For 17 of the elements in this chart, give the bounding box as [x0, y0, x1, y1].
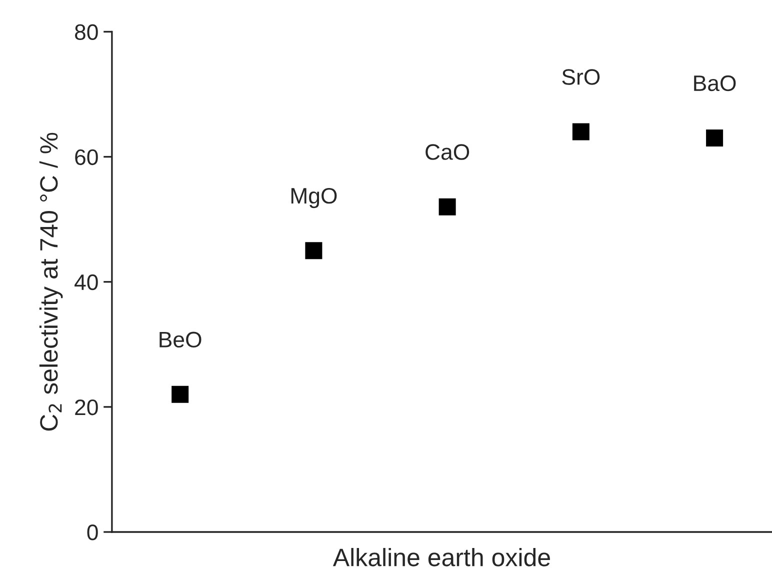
- y-tick-label: 80: [74, 24, 98, 40]
- point: [172, 386, 189, 403]
- x-axis-title: Alkaline earth oxide: [332, 548, 550, 566]
- x-tick-label: BaO: [694, 75, 736, 92]
- y-tick-label: 0: [87, 524, 98, 540]
- x-tick-label: BeO: [160, 332, 202, 348]
- point: [572, 123, 590, 140]
- point: [305, 242, 322, 260]
- x-tick-label: CaO: [426, 144, 470, 160]
- point: [706, 130, 724, 147]
- x-tick-label: MgO: [291, 188, 337, 208]
- y-axis-title: C$_{2}$ selectivity at 740 °C / %: [39, 132, 63, 431]
- y-tick-label: 20: [75, 399, 98, 416]
- y-tick-label: 40: [74, 274, 98, 290]
- point: [438, 198, 456, 216]
- x-tick-label: SrO: [562, 69, 600, 85]
- y-tick-label: 60: [75, 149, 98, 166]
